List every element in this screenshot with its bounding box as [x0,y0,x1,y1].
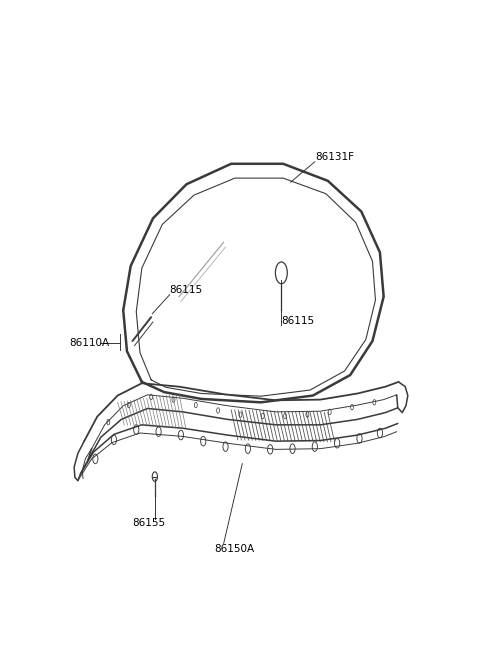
Text: 86110A: 86110A [69,338,109,348]
Text: 86155: 86155 [132,518,166,528]
Text: 86131F: 86131F [315,152,354,162]
Text: 86150A: 86150A [215,544,254,554]
Text: 86115: 86115 [281,316,314,326]
Text: 86115: 86115 [170,285,203,295]
